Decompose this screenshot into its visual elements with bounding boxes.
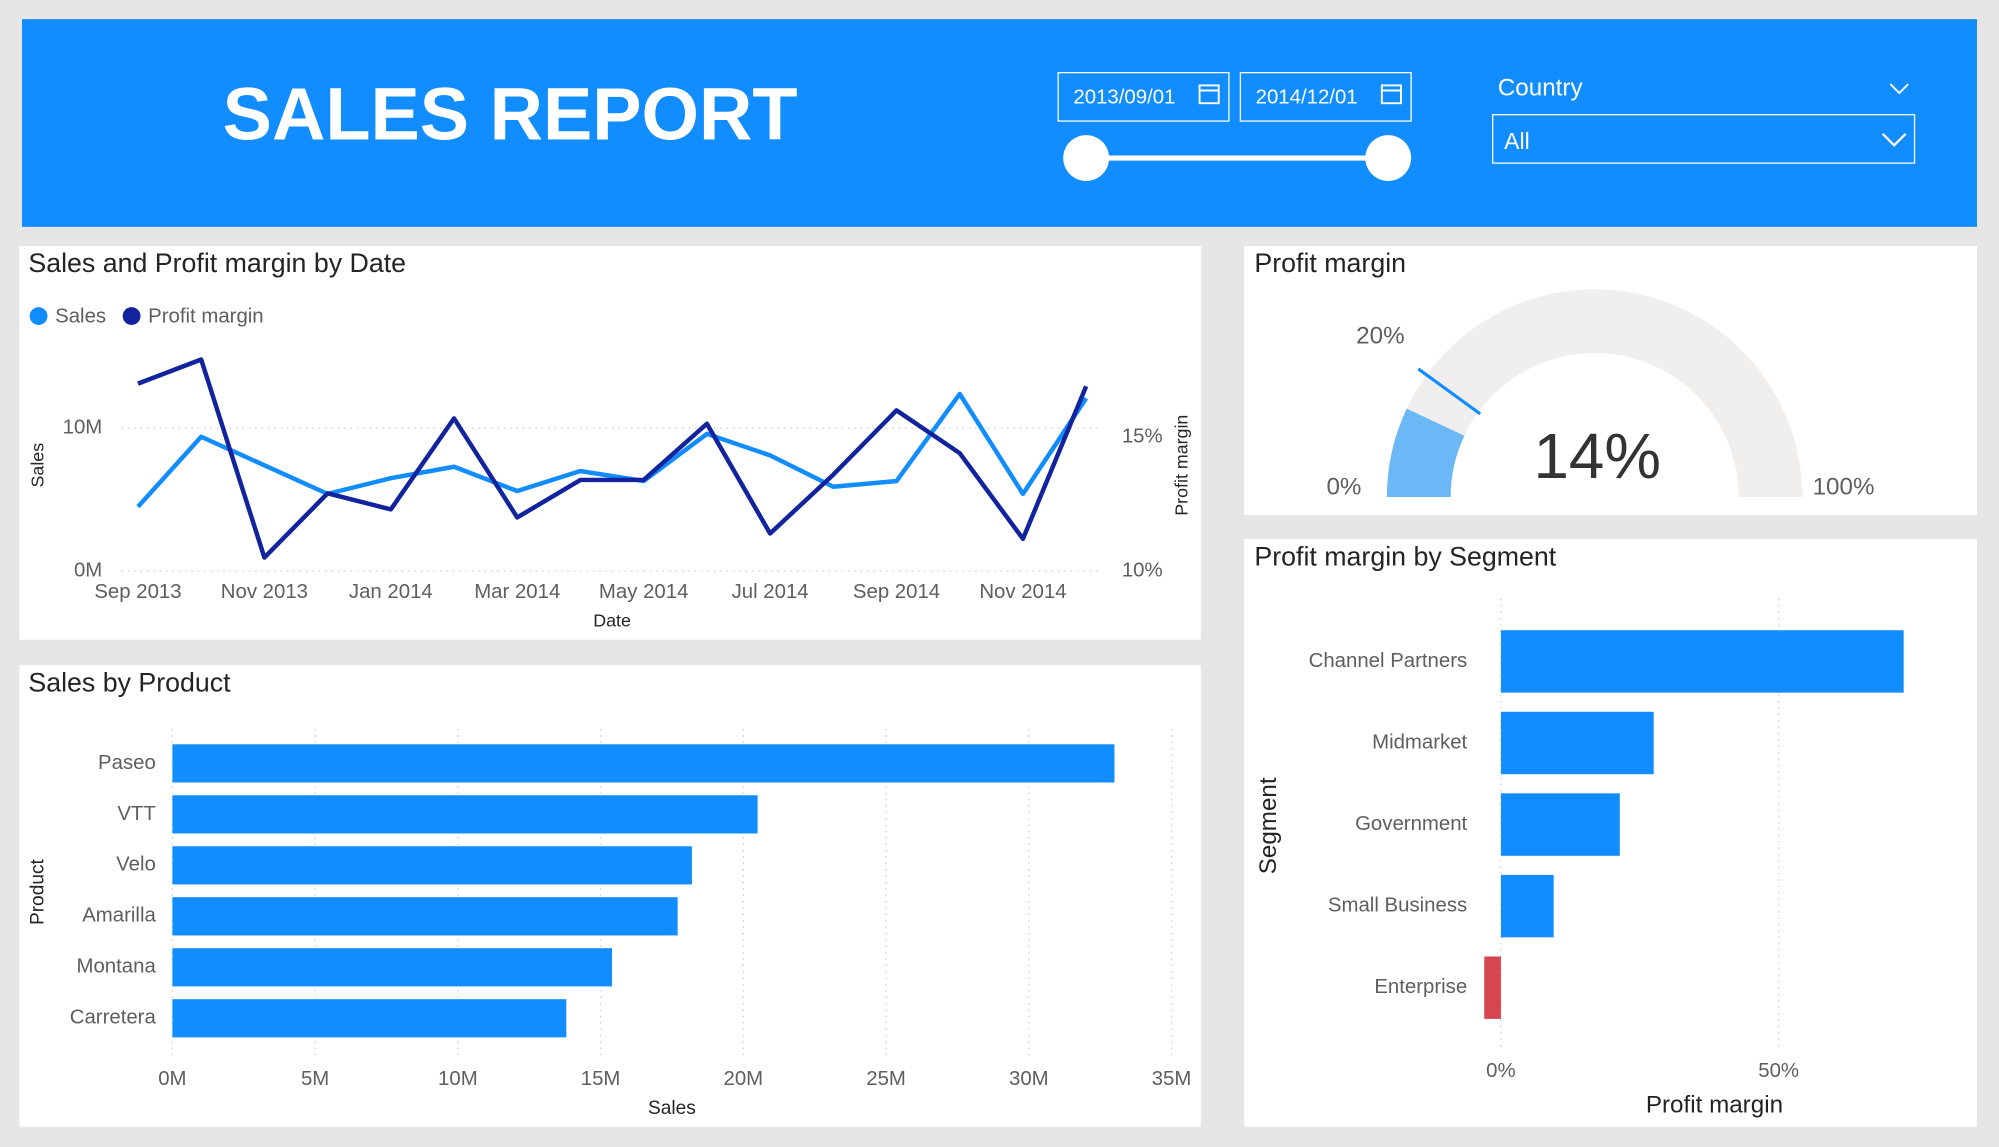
filter-label: Country xyxy=(1498,75,1584,102)
y-axis-title: Segment xyxy=(1255,777,1282,874)
panel-title: Profit margin xyxy=(1254,248,1406,278)
category-label: Velo xyxy=(116,854,156,876)
gauge-track xyxy=(1386,289,1803,498)
gauge-fill xyxy=(1386,408,1465,498)
x-tick-label: 10M xyxy=(438,1068,478,1090)
date-start[interactable]: 2013/09/01 xyxy=(1073,87,1175,109)
gauge-target-label: 20% xyxy=(1356,323,1404,350)
x-tick-label: 50% xyxy=(1758,1060,1799,1082)
x-tick-label: May 2014 xyxy=(599,581,688,603)
x-tick-label: Sep 2014 xyxy=(853,581,940,603)
bar xyxy=(172,795,758,834)
legend-label: Sales xyxy=(55,306,106,328)
panel xyxy=(19,665,1201,1127)
x-tick-label: 0% xyxy=(1486,1060,1515,1082)
x-tick-label: Jul 2014 xyxy=(732,581,809,603)
bar xyxy=(1500,630,1904,693)
x-tick-label: 35M xyxy=(1152,1068,1192,1090)
filter-dropdown[interactable] xyxy=(1492,114,1916,164)
x-axis-title: Profit margin xyxy=(1646,1092,1783,1119)
panel-title: Profit margin by Segment xyxy=(1254,541,1556,571)
date-end-box[interactable] xyxy=(1239,72,1412,122)
category-label: Paseo xyxy=(98,752,156,774)
x-tick-label: 5M xyxy=(301,1068,329,1090)
bar xyxy=(172,897,678,936)
filter-value[interactable]: All xyxy=(1504,128,1529,154)
gauge-max-label: 100% xyxy=(1813,474,1875,501)
x-axis-title: Date xyxy=(593,611,631,631)
header-bar xyxy=(22,19,1977,227)
collapse-icon[interactable] xyxy=(1889,83,1909,95)
x-tick-label: Nov 2013 xyxy=(221,581,308,603)
gauge-value: 14% xyxy=(1533,420,1661,492)
slider-handle[interactable] xyxy=(1365,135,1412,181)
date-end[interactable]: 2014/12/01 xyxy=(1256,87,1358,109)
dropdown-icon[interactable] xyxy=(1881,133,1907,147)
legend-marker xyxy=(122,307,141,325)
x-tick-label: Nov 2014 xyxy=(979,581,1066,603)
y2-tick-label: 15% xyxy=(1122,426,1163,448)
y-tick-label: 0M xyxy=(74,559,102,581)
legend-marker xyxy=(29,307,48,325)
x-axis-title: Sales xyxy=(648,1098,696,1119)
bar xyxy=(1500,711,1654,775)
x-tick-label: 25M xyxy=(866,1068,906,1090)
y2-axis-title: Profit margin xyxy=(1172,415,1192,516)
bar xyxy=(1484,956,1501,1019)
line-series xyxy=(136,391,1089,509)
category-label: Carretera xyxy=(70,1007,157,1029)
bar xyxy=(172,948,613,987)
line-series xyxy=(137,357,1089,560)
calendar-icon[interactable] xyxy=(1198,84,1220,105)
bar xyxy=(1500,874,1554,938)
x-tick-label: 20M xyxy=(724,1068,764,1090)
gauge-min-label: 0% xyxy=(1326,474,1361,501)
x-tick-label: 15M xyxy=(581,1068,621,1090)
y-axis-title: Product xyxy=(28,858,49,925)
y2-tick-label: 10% xyxy=(1122,559,1163,581)
x-tick-label: Sep 2013 xyxy=(94,581,181,603)
calendar-icon[interactable] xyxy=(1380,84,1402,105)
panel-title: Sales and Profit margin by Date xyxy=(28,248,406,278)
date-start-box[interactable] xyxy=(1057,72,1230,122)
bar xyxy=(172,744,1115,783)
gauge-target xyxy=(1417,367,1482,416)
slider-handle[interactable] xyxy=(1063,135,1110,181)
y-axis-title: Sales xyxy=(27,443,47,488)
bar xyxy=(1500,793,1620,856)
report-title: SALES REPORT xyxy=(223,72,798,155)
category-label: Amarilla xyxy=(82,905,156,927)
panel-title: Sales by Product xyxy=(28,667,231,697)
category-label: Enterprise xyxy=(1374,976,1467,998)
category-label: VTT xyxy=(117,803,155,825)
x-tick-label: Jan 2014 xyxy=(349,581,433,603)
legend-label: Profit margin xyxy=(148,306,264,328)
category-label: Midmarket xyxy=(1372,731,1467,753)
category-label: Small Business xyxy=(1328,895,1467,917)
x-tick-label: 0M xyxy=(158,1068,186,1090)
category-label: Montana xyxy=(77,956,157,978)
category-label: Channel Partners xyxy=(1309,650,1468,672)
y-tick-label: 10M xyxy=(63,417,103,439)
category-label: Government xyxy=(1355,813,1467,835)
x-tick-label: 30M xyxy=(1009,1068,1049,1090)
bar xyxy=(172,846,692,885)
bar xyxy=(172,999,567,1038)
x-tick-label: Mar 2014 xyxy=(474,581,560,603)
